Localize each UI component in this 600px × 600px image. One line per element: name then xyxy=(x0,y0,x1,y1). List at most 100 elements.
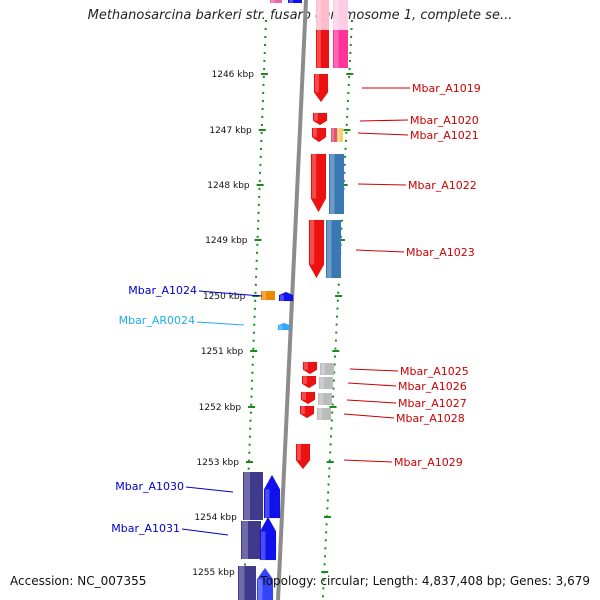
kbp-tick-label: 1251 kbp xyxy=(201,347,244,357)
gene-block-a1030 xyxy=(243,472,263,520)
gene-arrow-a1026 xyxy=(301,375,317,389)
gene-top-pink-shine xyxy=(334,0,339,68)
gene-block-a1027 xyxy=(318,393,332,405)
gene-block-a1024-shine xyxy=(262,291,267,300)
leader-line-right xyxy=(357,183,407,186)
leader-line-right xyxy=(349,368,399,372)
gene-block-a1028 xyxy=(317,408,331,420)
gene-arrow-a1027 xyxy=(300,391,316,405)
gene-arrow-a1024 xyxy=(278,291,294,302)
gene-block-a1022-shine xyxy=(330,154,335,214)
leader-line-right xyxy=(343,459,393,463)
gene-arrow-a1029 xyxy=(295,443,311,470)
kbp-tick-label: 1250 kbp xyxy=(203,292,246,302)
gene-label-left: Mbar_AR0024 xyxy=(119,314,195,327)
topology-text: Topology: circular; Length: 4,837,408 bp… xyxy=(260,574,590,588)
gene-arrow-a1031-shine xyxy=(261,531,266,560)
gene-arrow-a1023 xyxy=(308,219,325,279)
gene-arrow-a1020 xyxy=(312,112,328,126)
kbp-tick-label: 1255 kbp xyxy=(192,568,235,578)
gene-block-bottom-shine xyxy=(239,566,245,600)
gene-label-right: Mbar_A1019 xyxy=(412,82,481,95)
gene-arrow-a1028-shine xyxy=(301,406,305,414)
gene-label-left: Mbar_A1031 xyxy=(111,522,180,535)
gene-label-right: Mbar_A1021 xyxy=(410,129,479,142)
leader-line-left xyxy=(196,321,245,326)
kbp-tick-label: 1249 kbp xyxy=(205,236,248,246)
gene-label-right: Mbar_A1023 xyxy=(406,246,475,259)
gene-top-clipped-shine xyxy=(289,0,294,3)
leader-line-left xyxy=(185,486,234,493)
gene-label-right: Mbar_A1020 xyxy=(410,114,479,127)
gene-arrow-a1019-shine xyxy=(315,74,319,93)
gene-arrow-a1030-shine xyxy=(265,489,270,518)
gene-block-a1027-shine xyxy=(319,393,324,405)
gene-block-a1025 xyxy=(320,363,334,375)
kbp-tick-label: 1247 kbp xyxy=(209,126,252,136)
gene-block-a1031-shine xyxy=(242,521,248,559)
kbp-tick-label: 1248 kbp xyxy=(207,181,250,191)
gene-arrow-a1028 xyxy=(299,405,315,419)
gene-top-red-shine xyxy=(317,0,321,68)
gene-block-a1030-shine xyxy=(244,472,250,520)
gene-arrow-a1030 xyxy=(263,474,281,519)
leader-line-left xyxy=(181,528,229,536)
gene-block-a1021-left-shine xyxy=(332,128,334,142)
gene-top-clipped xyxy=(270,0,282,3)
gene-top-red-fade-shine xyxy=(317,0,321,30)
gene-arrow-a1029-shine xyxy=(297,444,301,461)
gene-label-left: Mbar_A1030 xyxy=(115,480,184,493)
gene-arrow-a1027-shine xyxy=(302,392,306,400)
gene-top-clipped xyxy=(288,0,302,3)
ruler-left xyxy=(242,19,267,600)
gene-block-a1021-left xyxy=(331,128,337,142)
gene-arrow-a1021-shine xyxy=(313,128,317,138)
leader-line-right xyxy=(359,119,409,122)
gene-block-bottom xyxy=(238,566,256,600)
gene-arrow-bottom xyxy=(256,567,274,600)
gene-top-red-fade xyxy=(316,0,329,30)
map-title: Methanosarcina barkeri str. fusaro chrom… xyxy=(87,8,513,23)
gene-arrow-a1025-shine xyxy=(304,362,308,370)
gene-label-left: Mbar_A1024 xyxy=(128,284,197,297)
gene-block-a1028-shine xyxy=(318,408,323,420)
gene-block-a1021-right-shine xyxy=(338,128,340,142)
leader-line-left xyxy=(198,290,263,297)
gene-block-a1021-right xyxy=(337,128,343,142)
kbp-tick-label: 1246 kbp xyxy=(212,70,255,80)
gene-arrow-ar0024 xyxy=(277,322,291,331)
kbp-tick-label: 1253 kbp xyxy=(197,458,240,468)
gene-arrow-bottom-shine xyxy=(258,579,263,600)
gene-label-right: Mbar_A1028 xyxy=(396,412,465,425)
gene-label-right: Mbar_A1027 xyxy=(398,397,467,410)
gene-top-pink-fade-shine xyxy=(334,0,339,30)
gene-block-a1023-shine xyxy=(327,220,332,278)
leader-line-right xyxy=(346,399,397,404)
gene-label-right: Mbar_A1022 xyxy=(408,179,477,192)
gene-block-a1023 xyxy=(326,220,341,278)
leader-line-right xyxy=(347,382,397,387)
gene-arrow-a1021 xyxy=(311,127,327,143)
leader-line-right xyxy=(355,249,405,253)
gene-arrow-a1026-shine xyxy=(303,376,307,384)
gene-arrow-a1022-shine xyxy=(312,154,317,199)
gene-arrow-a1025 xyxy=(302,361,318,375)
kbp-tick-label: 1252 kbp xyxy=(199,403,242,413)
gene-block-a1031 xyxy=(241,521,261,559)
gene-top-pink-fade xyxy=(333,0,348,30)
kbp-tick-label: 1254 kbp xyxy=(194,513,237,523)
gene-block-a1026-shine xyxy=(320,377,325,389)
gene-arrow-a1020-shine xyxy=(314,113,318,121)
gene-top-clipped-shine xyxy=(271,0,275,3)
leader-line-right xyxy=(343,413,395,419)
accession-text: Accession: NC_007355 xyxy=(10,574,147,588)
gene-block-a1024 xyxy=(261,291,275,300)
leader-line-right xyxy=(357,132,409,136)
ruler-right xyxy=(321,19,353,600)
gene-block-a1026 xyxy=(319,377,333,389)
gene-block-a1025-shine xyxy=(321,363,326,375)
gene-arrow-a1022 xyxy=(310,153,327,213)
gene-arrow-a1024-shine xyxy=(280,295,284,301)
gene-label-right: Mbar_A1025 xyxy=(400,365,469,378)
